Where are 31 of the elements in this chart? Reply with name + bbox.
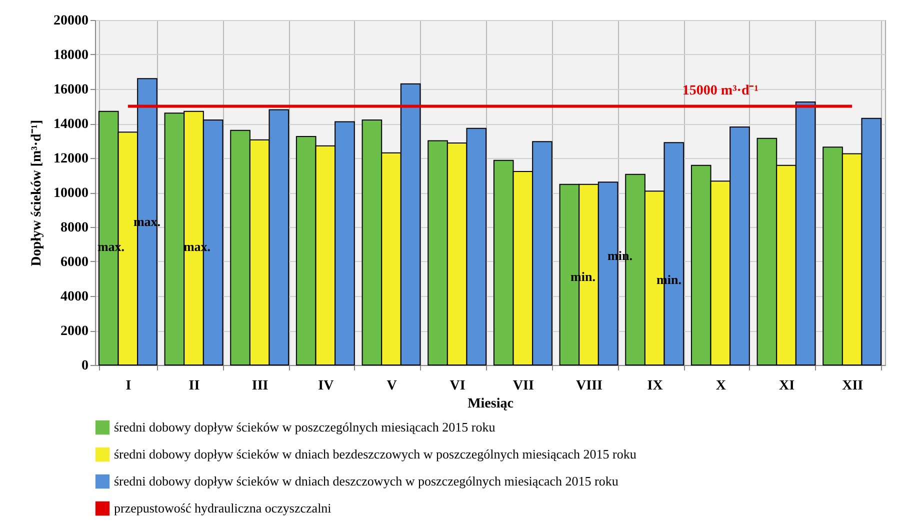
- x-tick-label: VIII: [576, 378, 602, 394]
- y-tick-label: 10000: [54, 186, 88, 201]
- legend-label: średni dobowy dopływ ścieków w dniach deszczowych w poszczególnych miesiącach 2015 roku: [114, 474, 619, 488]
- x-axis-title: Miesiąc: [468, 396, 514, 412]
- annotation: 15000 m³·d⁻¹: [682, 83, 758, 98]
- y-tick-label: 16000: [54, 82, 88, 98]
- x-tick-label: VII: [512, 378, 534, 394]
- y-axis-title: Dopływ ścieków [m³·d⁻¹]: [30, 120, 44, 266]
- y-tick-label: 12000: [54, 152, 88, 166]
- y-tick-label: 18000: [54, 48, 88, 63]
- y-tick-label: 20000: [54, 14, 88, 28]
- x-tick-label: X: [716, 378, 726, 394]
- x-tick-label: V: [386, 378, 397, 394]
- x-tick-label: I: [126, 378, 132, 394]
- y-tick-label: 0: [82, 358, 88, 374]
- x-tick-label: II: [188, 378, 200, 394]
- legend-label: średni dobowy dopływ ścieków w poszczególnych miesiącach 2015 roku: [114, 420, 496, 434]
- x-tick-label: III: [252, 378, 268, 394]
- annotation: min.: [608, 248, 632, 263]
- y-tick-label: 4000: [60, 290, 88, 304]
- x-tick-label: IX: [647, 378, 663, 394]
- legend-label: średni dobowy dopływ ścieków w dniach bezdeszczowych w poszczególnych miesiącach 2015 roku: [114, 446, 637, 462]
- x-tick-label: XII: [842, 378, 864, 394]
- x-tick-label: IV: [318, 378, 334, 394]
- y-tick-label: 2000: [60, 324, 88, 339]
- x-tick-label: XI: [778, 378, 795, 394]
- y-tick-label: 6000: [60, 255, 88, 270]
- legend-label: przepustowość hydrauliczna oczyszczalni: [114, 500, 332, 516]
- y-tick-label: 14000: [54, 117, 88, 132]
- x-tick-label: VI: [450, 378, 466, 394]
- y-tick-label: 8000: [60, 220, 88, 236]
